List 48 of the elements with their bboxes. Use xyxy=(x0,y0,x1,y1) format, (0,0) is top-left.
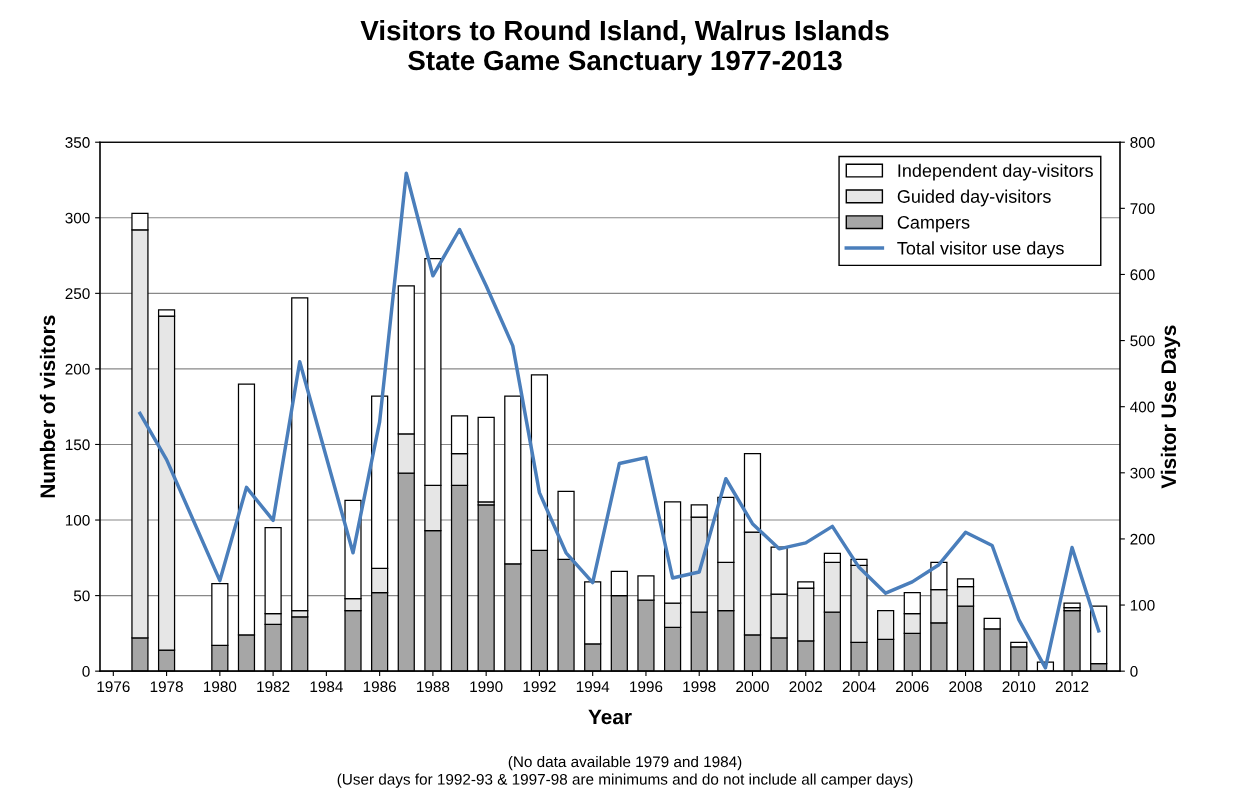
bar xyxy=(1063,602,1081,609)
text: (No data available 1979 and 1984) xyxy=(508,755,742,771)
x-tick-label: 1996 xyxy=(630,681,663,693)
y2-tick-label: 700 xyxy=(1130,203,1155,215)
y2-tick-label: 800 xyxy=(1130,137,1155,148)
legend-label: Guided day-visitors xyxy=(897,189,1051,207)
x-tick-label: 1978 xyxy=(150,681,183,693)
y-tick-label: 0 xyxy=(82,666,90,677)
x-tick-label: 1986 xyxy=(363,681,396,693)
x-tick-label: 1982 xyxy=(257,681,290,693)
text: (User days for 1992-93 & 1997-98 are minimums and do not include all camper days) xyxy=(337,773,913,788)
x-axis-title: Year xyxy=(588,709,632,725)
x-tick-label: 1990 xyxy=(470,681,503,693)
y2-tick-label: 500 xyxy=(1130,335,1155,347)
x-tick-label: 2010 xyxy=(1002,681,1036,693)
x-tick-label: 1976 xyxy=(97,681,130,693)
y-axis-title: Number of visitors xyxy=(39,315,56,498)
x-tick-label: 1994 xyxy=(576,681,610,693)
y-tick-label: 50 xyxy=(73,590,90,602)
x-tick-label: 2002 xyxy=(789,681,822,693)
x-tick-label: 2012 xyxy=(1055,681,1089,693)
y2-tick-label: 0 xyxy=(1130,666,1138,677)
y-tick-label: 300 xyxy=(65,212,90,224)
legend-label: Campers xyxy=(897,215,970,233)
x-tick-label: 2004 xyxy=(842,681,876,693)
x-tick-label: 1980 xyxy=(204,681,237,693)
y2-tick-label: 200 xyxy=(1130,533,1155,545)
y-tick-label: 250 xyxy=(65,288,90,300)
y-tick-label: 100 xyxy=(65,514,90,526)
legend-label: Total visitor use days xyxy=(897,241,1064,259)
x-tick-label: 1984 xyxy=(310,681,343,693)
chart-title: Visitors to Round Island, Walrus Islands State Game Sanctuary 1977-2013 xyxy=(360,19,889,76)
legend-label: Independent day-visitors xyxy=(898,163,1093,181)
y-tick-label: 150 xyxy=(65,439,90,451)
x-tick-label: 1992 xyxy=(523,681,556,693)
y2-tick-label: 300 xyxy=(1130,467,1155,479)
y-tick-label: 350 xyxy=(65,137,90,148)
x-tick-label: 2000 xyxy=(736,681,769,693)
y2-tick-label: 600 xyxy=(1130,269,1155,281)
y2-tick-label: 400 xyxy=(1130,401,1155,413)
bar xyxy=(477,416,495,503)
x-tick-label: 2006 xyxy=(896,681,929,693)
y-tick-label: 200 xyxy=(65,363,90,375)
x-tick-label: 1998 xyxy=(683,681,716,693)
y2-axis-title: Visitor Use Days xyxy=(1160,325,1181,489)
x-tick-label: 1988 xyxy=(417,681,450,693)
y2-tick-label: 100 xyxy=(1130,599,1155,611)
x-tick-label: 2008 xyxy=(949,681,982,693)
